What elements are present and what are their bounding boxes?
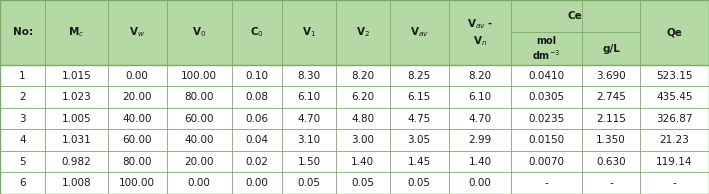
- Text: 0.630: 0.630: [596, 157, 626, 167]
- Text: g/L: g/L: [602, 44, 620, 54]
- Text: 0.982: 0.982: [62, 157, 91, 167]
- Bar: [0, 130, 709, 151]
- Text: 6.20: 6.20: [351, 92, 374, 102]
- Text: V$_w$: V$_w$: [129, 26, 145, 39]
- Text: 3: 3: [19, 114, 26, 124]
- Bar: [0, 87, 709, 108]
- Text: 6: 6: [19, 178, 26, 188]
- Text: 2.745: 2.745: [596, 92, 626, 102]
- Text: 100.00: 100.00: [182, 71, 217, 81]
- Text: 1.50: 1.50: [297, 157, 320, 167]
- Text: 4.70: 4.70: [469, 114, 491, 124]
- Text: 40.00: 40.00: [123, 114, 152, 124]
- Text: 100.00: 100.00: [119, 178, 155, 188]
- Text: 1.023: 1.023: [62, 92, 91, 102]
- Text: Ce: Ce: [568, 11, 583, 21]
- Text: 0.0150: 0.0150: [529, 135, 565, 145]
- Text: 1.40: 1.40: [351, 157, 374, 167]
- Text: 0.08: 0.08: [245, 92, 269, 102]
- Text: 1.031: 1.031: [62, 135, 91, 145]
- Text: M$_c$: M$_c$: [68, 26, 84, 39]
- Text: 4.80: 4.80: [351, 114, 374, 124]
- Text: 60.00: 60.00: [184, 114, 214, 124]
- Text: 6.15: 6.15: [408, 92, 431, 102]
- Text: 0.00: 0.00: [125, 71, 149, 81]
- Text: 20.00: 20.00: [123, 92, 152, 102]
- Text: 40.00: 40.00: [184, 135, 214, 145]
- Text: 1.45: 1.45: [408, 157, 431, 167]
- Text: 0.00: 0.00: [245, 178, 268, 188]
- Text: V$_2$: V$_2$: [356, 26, 369, 39]
- Bar: [0, 0, 709, 65]
- Text: 0.05: 0.05: [408, 178, 430, 188]
- Text: 3.690: 3.690: [596, 71, 626, 81]
- Text: 119.14: 119.14: [656, 157, 693, 167]
- Text: -: -: [545, 178, 549, 188]
- Text: 0.0070: 0.0070: [529, 157, 565, 167]
- Text: 4.70: 4.70: [297, 114, 320, 124]
- Bar: [0, 65, 709, 87]
- Text: -: -: [672, 178, 676, 188]
- Text: 20.00: 20.00: [184, 157, 214, 167]
- Text: 0.0305: 0.0305: [529, 92, 565, 102]
- Bar: [0, 172, 709, 194]
- Text: 3.10: 3.10: [297, 135, 320, 145]
- Text: 80.00: 80.00: [123, 157, 152, 167]
- Text: mol
dm$^{-3}$: mol dm$^{-3}$: [532, 36, 561, 62]
- Text: 0.0235: 0.0235: [529, 114, 565, 124]
- Text: V$_{av}$: V$_{av}$: [410, 26, 429, 39]
- Text: 8.20: 8.20: [351, 71, 374, 81]
- Text: No:: No:: [13, 28, 33, 37]
- Text: 8.30: 8.30: [297, 71, 320, 81]
- Text: 0.05: 0.05: [351, 178, 374, 188]
- Text: 0.0410: 0.0410: [529, 71, 565, 81]
- Text: 8.20: 8.20: [469, 71, 491, 81]
- Text: 0.04: 0.04: [245, 135, 269, 145]
- Text: V$_{av}$ -
V$_n$: V$_{av}$ - V$_n$: [467, 17, 493, 48]
- Text: 21.23: 21.23: [659, 135, 689, 145]
- Text: 0.06: 0.06: [245, 114, 269, 124]
- Text: 0.00: 0.00: [188, 178, 211, 188]
- Text: 1.008: 1.008: [62, 178, 91, 188]
- Text: 6.10: 6.10: [297, 92, 320, 102]
- Text: 5: 5: [19, 157, 26, 167]
- Text: 0.00: 0.00: [469, 178, 491, 188]
- Text: 0.05: 0.05: [298, 178, 320, 188]
- Text: 1: 1: [19, 71, 26, 81]
- Text: 1.015: 1.015: [62, 71, 91, 81]
- Bar: [0, 108, 709, 130]
- Text: 60.00: 60.00: [123, 135, 152, 145]
- Text: 2: 2: [19, 92, 26, 102]
- Text: V$_0$: V$_0$: [192, 26, 206, 39]
- Text: Qe: Qe: [666, 28, 682, 37]
- Text: 0.02: 0.02: [245, 157, 269, 167]
- Bar: [0, 151, 709, 172]
- Text: 1.40: 1.40: [469, 157, 491, 167]
- Text: -: -: [609, 178, 613, 188]
- Text: 2.99: 2.99: [468, 135, 491, 145]
- Text: 326.87: 326.87: [656, 114, 693, 124]
- Text: 435.45: 435.45: [656, 92, 693, 102]
- Text: C$_0$: C$_0$: [250, 26, 264, 39]
- Text: 523.15: 523.15: [656, 71, 693, 81]
- Text: 8.25: 8.25: [408, 71, 431, 81]
- Text: 80.00: 80.00: [184, 92, 214, 102]
- Text: 1.005: 1.005: [62, 114, 91, 124]
- Text: 3.00: 3.00: [351, 135, 374, 145]
- Text: 3.05: 3.05: [408, 135, 430, 145]
- Text: V$_1$: V$_1$: [302, 26, 316, 39]
- Text: 1.350: 1.350: [596, 135, 626, 145]
- Text: 2.115: 2.115: [596, 114, 626, 124]
- Text: 4.75: 4.75: [408, 114, 431, 124]
- Text: 0.10: 0.10: [245, 71, 269, 81]
- Text: 4: 4: [19, 135, 26, 145]
- Text: 6.10: 6.10: [469, 92, 491, 102]
